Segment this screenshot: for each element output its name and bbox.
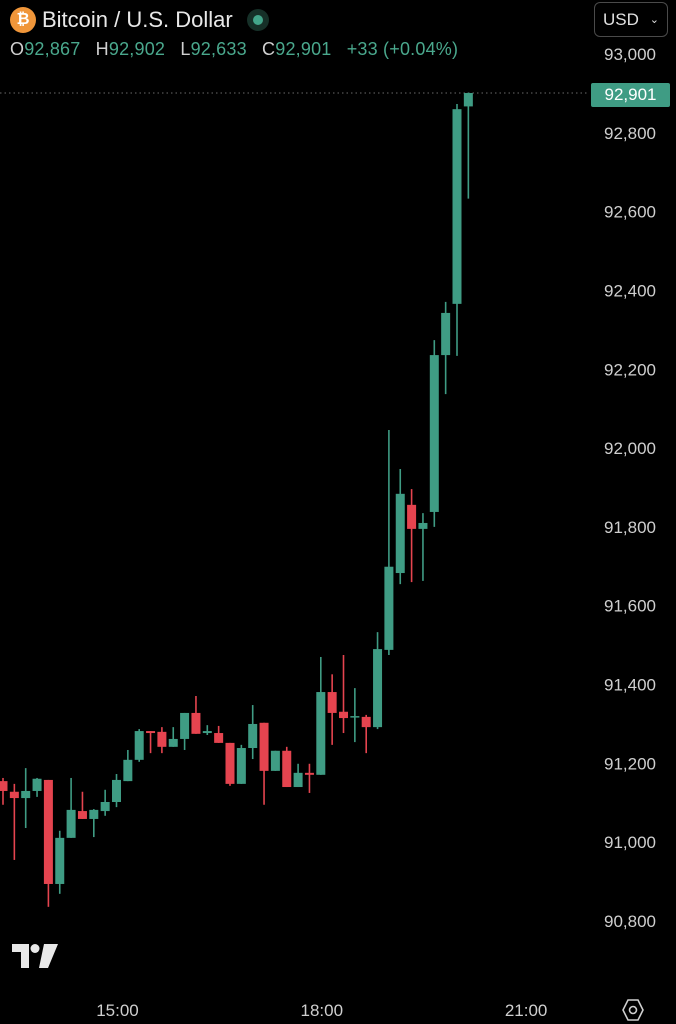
y-tick-label: 92,400 — [604, 281, 656, 300]
candle-body — [100, 802, 110, 812]
candle-body — [89, 809, 99, 819]
candle-body — [248, 723, 258, 749]
candle-body — [168, 738, 178, 747]
candle-body — [316, 692, 326, 775]
candle-body — [373, 649, 383, 728]
close-label: C — [262, 39, 276, 59]
last-price-label: 92,901 — [591, 83, 670, 107]
x-tick-label: 18:00 — [301, 1001, 344, 1020]
candle-body — [43, 779, 53, 884]
high-label: H — [95, 39, 109, 59]
bitcoin-icon: ₿ — [10, 7, 36, 33]
x-tick-label: 15:00 — [96, 1001, 139, 1020]
y-tick-label: 91,200 — [604, 754, 656, 773]
candle-body — [293, 772, 303, 788]
y-tick-label: 91,400 — [604, 676, 656, 695]
currency-value: USD — [603, 9, 639, 29]
candle-body — [463, 93, 473, 107]
candle-body — [350, 716, 360, 718]
candle-body — [9, 791, 19, 799]
settings-hexagon-icon[interactable] — [622, 998, 644, 1022]
candle-body — [407, 504, 417, 529]
candle-body — [134, 731, 144, 760]
tradingview-logo[interactable] — [12, 944, 60, 968]
candle-body — [429, 355, 439, 512]
open-label: O — [10, 39, 25, 59]
x-tick-label: 21:00 — [505, 1001, 548, 1020]
symbol-title[interactable]: Bitcoin / U.S. Dollar — [42, 7, 233, 32]
candle-body — [66, 809, 76, 838]
candle-body — [361, 716, 371, 728]
close-value: 92,901 — [275, 39, 332, 59]
y-tick-label: 91,600 — [604, 597, 656, 616]
change-value: +33 (+0.04%) — [346, 39, 459, 59]
candle-body — [77, 811, 87, 819]
candle-body — [214, 733, 224, 743]
candle-body — [180, 712, 190, 739]
candle-body — [282, 750, 292, 788]
ohlc-legend: O92,867 H92,902 L92,633 C92,901 +33 (+0.… — [10, 39, 468, 60]
currency-dropdown[interactable]: USD ⌄ — [594, 2, 668, 37]
candle-body — [123, 759, 133, 782]
candle-body — [418, 522, 428, 529]
candle-body — [55, 837, 65, 884]
y-tick-label: 90,800 — [604, 912, 656, 931]
candle-body — [0, 781, 8, 791]
y-tick-label: 92,000 — [604, 439, 656, 458]
live-dot-icon — [246, 9, 269, 31]
candle-body — [452, 109, 462, 304]
candle-body — [202, 731, 212, 734]
candle-body — [259, 722, 269, 771]
candle-body — [157, 731, 167, 747]
candle-body — [146, 731, 156, 734]
candle-body — [21, 790, 31, 799]
candle-body — [32, 778, 42, 791]
low-value: 92,633 — [190, 39, 247, 59]
candle-body — [339, 711, 348, 719]
chevron-down-icon: ⌄ — [649, 14, 659, 26]
candle-body — [304, 772, 314, 775]
low-label: L — [180, 39, 191, 59]
y-tick-label: 92,800 — [604, 124, 656, 143]
candle-body — [191, 712, 201, 734]
candle-body — [395, 493, 405, 574]
y-tick-label: 91,000 — [604, 833, 656, 852]
candle-body — [236, 748, 246, 784]
candle-body — [327, 692, 337, 713]
y-tick-label: 93,000 — [604, 45, 656, 64]
candle-body — [225, 742, 235, 784]
candle-body — [441, 312, 451, 356]
open-value: 92,867 — [24, 39, 81, 59]
y-tick-label: 91,800 — [604, 518, 656, 537]
high-value: 92,902 — [108, 39, 166, 59]
symbol-header: ₿ Bitcoin / U.S. Dollar — [10, 6, 269, 34]
y-tick-label: 92,200 — [604, 360, 656, 379]
y-tick-label: 92,600 — [604, 203, 656, 222]
candle-body — [384, 566, 394, 650]
candle-body — [112, 779, 121, 803]
candle-body — [270, 750, 280, 771]
